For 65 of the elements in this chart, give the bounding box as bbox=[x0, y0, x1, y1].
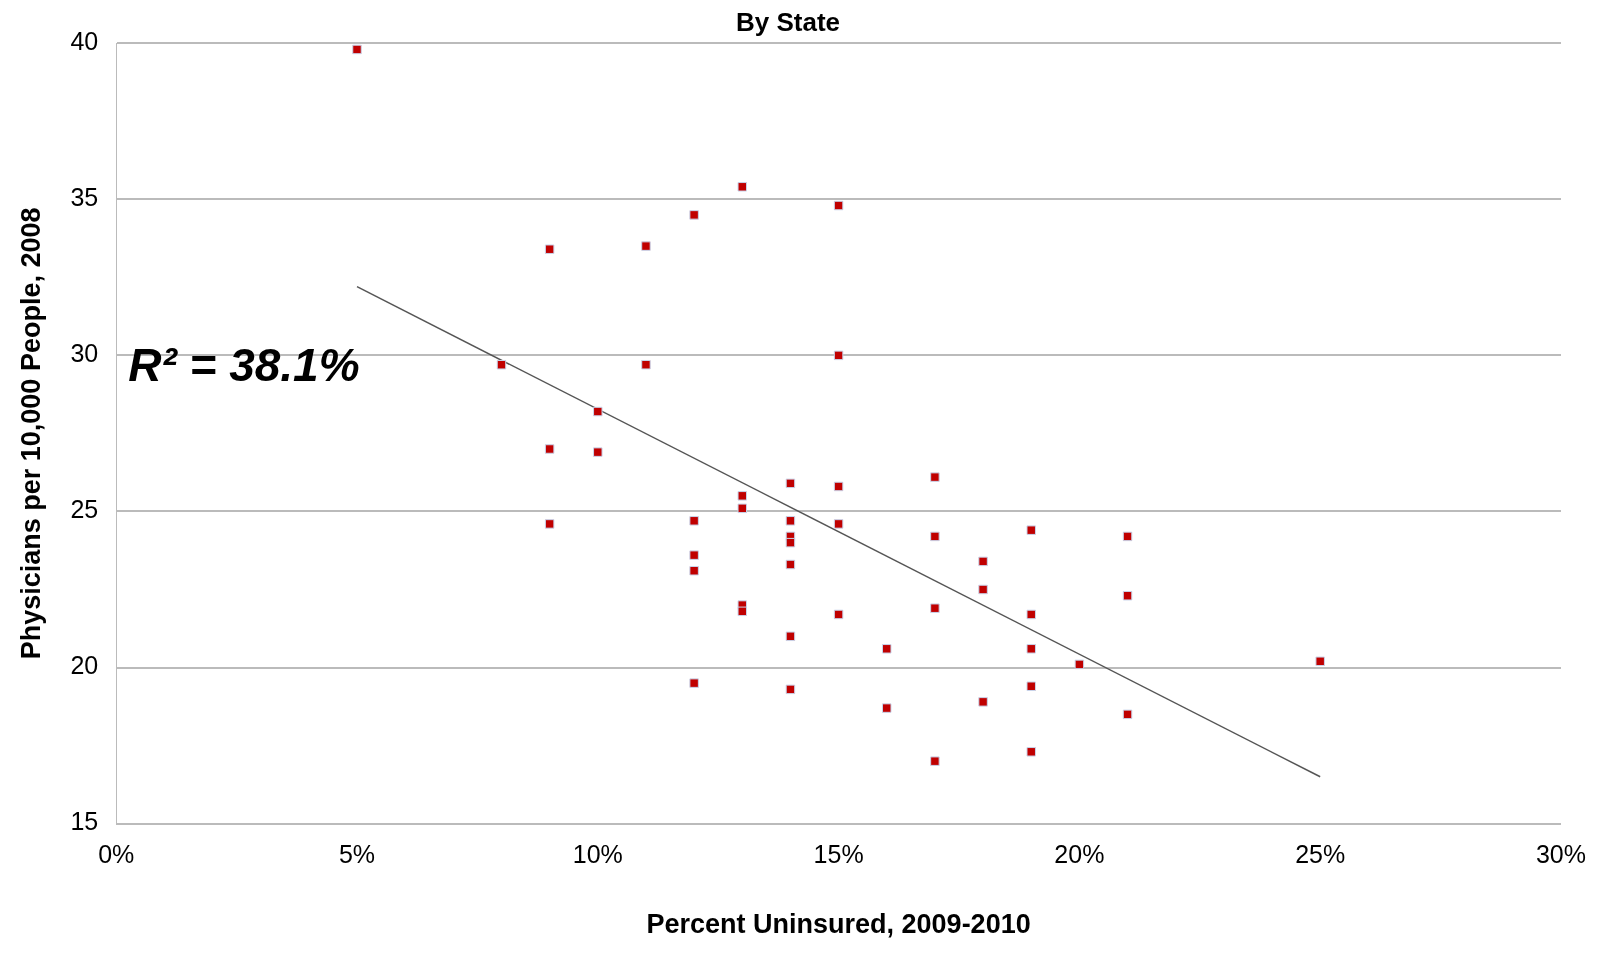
chart-title: By State bbox=[735, 6, 841, 37]
y-tick-label: 40 bbox=[70, 27, 99, 56]
point bbox=[1122, 709, 1133, 720]
point bbox=[978, 556, 988, 567]
point bbox=[978, 584, 988, 595]
point bbox=[544, 244, 555, 254]
point bbox=[930, 756, 940, 766]
point bbox=[785, 559, 796, 570]
point bbox=[593, 406, 603, 417]
point bbox=[1315, 656, 1325, 667]
point bbox=[352, 44, 362, 55]
point bbox=[689, 550, 699, 560]
point bbox=[930, 472, 940, 482]
point bbox=[689, 210, 699, 220]
point bbox=[833, 350, 844, 361]
point bbox=[785, 537, 796, 548]
x-tick-label: 20% bbox=[1054, 840, 1105, 869]
x-tick-label: 5% bbox=[338, 840, 376, 869]
x-tick-label: 15% bbox=[813, 840, 864, 869]
x-tick-label: 0% bbox=[98, 840, 135, 869]
point bbox=[882, 703, 892, 713]
point bbox=[544, 519, 555, 529]
y-tick-label: 35 bbox=[70, 183, 99, 212]
point bbox=[1026, 644, 1036, 654]
point bbox=[833, 519, 844, 529]
point bbox=[785, 478, 796, 489]
point bbox=[641, 241, 651, 251]
x-axis-title: Percent Uninsured, 2009-2010 bbox=[646, 909, 1031, 940]
point bbox=[737, 503, 748, 514]
x-tick-label: 25% bbox=[1295, 840, 1346, 869]
point bbox=[1122, 531, 1133, 542]
point bbox=[785, 684, 796, 695]
point bbox=[496, 359, 507, 370]
point bbox=[1026, 747, 1036, 757]
point bbox=[737, 606, 748, 617]
point bbox=[641, 359, 651, 370]
y-tick-label: 20 bbox=[70, 651, 99, 680]
point bbox=[833, 200, 844, 211]
point bbox=[882, 644, 892, 654]
point bbox=[785, 631, 796, 642]
point bbox=[737, 491, 748, 501]
point bbox=[978, 697, 988, 707]
point bbox=[1026, 681, 1036, 691]
point bbox=[833, 609, 844, 620]
point bbox=[785, 516, 796, 526]
point bbox=[737, 182, 748, 192]
y-tick-label: 30 bbox=[70, 339, 99, 368]
x-tick-label: 10% bbox=[572, 840, 623, 869]
y-tick-label: 25 bbox=[70, 495, 99, 524]
point bbox=[1026, 525, 1036, 535]
y-axis-title: Physicians per 10,000 People, 2008 bbox=[15, 207, 46, 660]
point bbox=[833, 481, 844, 492]
point bbox=[593, 447, 603, 457]
point bbox=[544, 444, 555, 454]
point bbox=[689, 678, 699, 688]
annotation: R² = 38.1% bbox=[128, 338, 360, 391]
point bbox=[1026, 609, 1036, 620]
point bbox=[689, 566, 699, 576]
point bbox=[930, 531, 940, 542]
point bbox=[689, 516, 699, 526]
y-tick-label: 15 bbox=[70, 807, 99, 836]
x-tick-label: 30% bbox=[1535, 840, 1587, 869]
point bbox=[1074, 659, 1085, 670]
point bbox=[1122, 590, 1133, 601]
point bbox=[930, 603, 940, 613]
